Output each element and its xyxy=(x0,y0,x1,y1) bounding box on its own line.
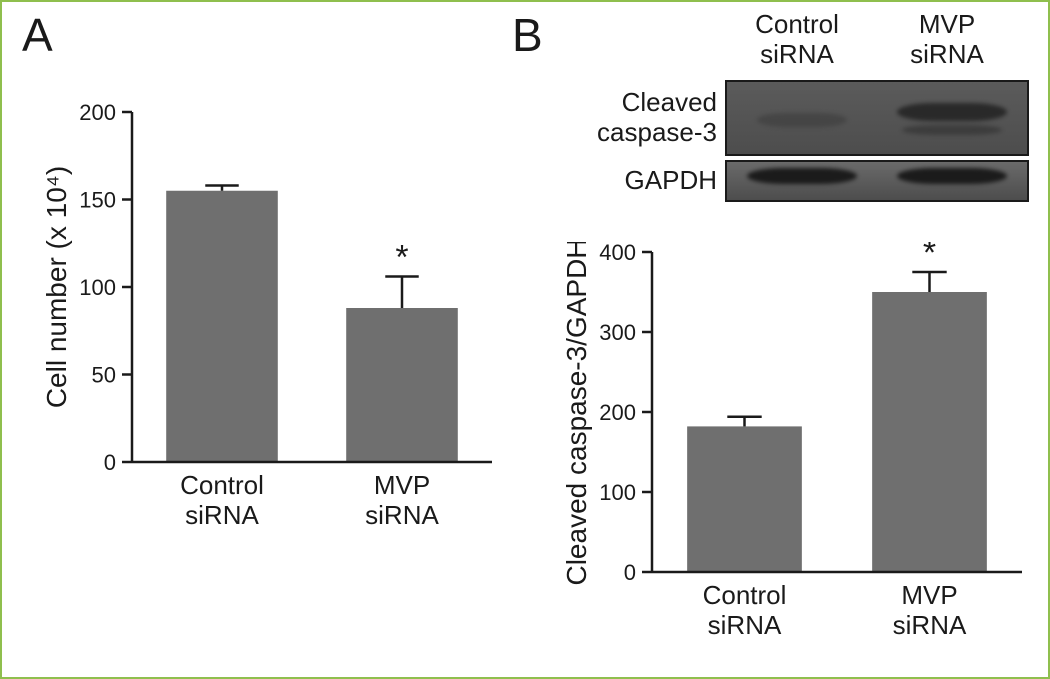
western-blot-area: Cleaved caspase-3 GAPDH xyxy=(552,80,1032,206)
y-tick-label: 200 xyxy=(79,102,116,125)
panel-b-bar-chart: 0100200300400ControlsiRNA*MVPsiRNACleave… xyxy=(562,242,1032,662)
blot-row: GAPDH xyxy=(552,160,1032,202)
blot-label: GAPDH xyxy=(552,166,725,196)
blot-image xyxy=(725,80,1029,156)
panel-a-bar-chart: 050100150200ControlsiRNA*MVPsiRNACell nu… xyxy=(42,102,502,552)
y-tick-label: 0 xyxy=(104,450,116,475)
y-axis-title: Cleaved caspase-3/GAPDH xyxy=(562,242,592,586)
blot-band xyxy=(897,168,1007,184)
y-tick-label: 200 xyxy=(599,400,636,425)
lane-header-text: Control siRNA xyxy=(755,9,839,69)
significance-mark: * xyxy=(923,242,936,272)
category-label: MVP xyxy=(374,470,430,500)
blot-band xyxy=(902,125,1002,135)
blot-row: Cleaved caspase-3 xyxy=(552,80,1032,156)
category-label: siRNA xyxy=(185,500,259,530)
y-tick-label: 150 xyxy=(79,188,116,213)
panel-a-letter: A xyxy=(22,8,53,62)
blot-band xyxy=(897,103,1007,121)
y-tick-label: 100 xyxy=(599,480,636,505)
blot-lane-headers: Control siRNA MVP siRNA xyxy=(722,10,1022,70)
category-label: siRNA xyxy=(708,610,782,640)
category-label: Control xyxy=(180,470,264,500)
bar xyxy=(166,191,278,462)
blot-label: Cleaved caspase-3 xyxy=(552,88,725,148)
bar xyxy=(346,308,458,462)
y-tick-label: 0 xyxy=(624,560,636,585)
bar-chart-svg: 0100200300400ControlsiRNA*MVPsiRNACleave… xyxy=(562,242,1032,662)
lane-header-control: Control siRNA xyxy=(722,10,872,70)
blot-band xyxy=(747,168,857,184)
panel-b-letter: B xyxy=(512,8,543,62)
significance-mark: * xyxy=(395,239,408,277)
blot-image xyxy=(725,160,1029,202)
lane-header-mvp: MVP siRNA xyxy=(872,10,1022,70)
category-label: MVP xyxy=(901,580,957,610)
bar xyxy=(872,292,987,572)
category-label: Control xyxy=(703,580,787,610)
category-label: siRNA xyxy=(365,500,439,530)
lane-header-text: MVP siRNA xyxy=(910,9,984,69)
bar xyxy=(687,426,802,572)
y-tick-label: 100 xyxy=(79,275,116,300)
category-label: siRNA xyxy=(893,610,967,640)
y-tick-label: 300 xyxy=(599,320,636,345)
y-tick-label: 50 xyxy=(92,363,116,388)
y-axis-title: Cell number (x 10⁴) xyxy=(42,166,72,408)
y-tick-label: 400 xyxy=(599,242,636,265)
blot-band xyxy=(757,113,847,127)
bar-chart-svg: 050100150200ControlsiRNA*MVPsiRNACell nu… xyxy=(42,102,502,552)
